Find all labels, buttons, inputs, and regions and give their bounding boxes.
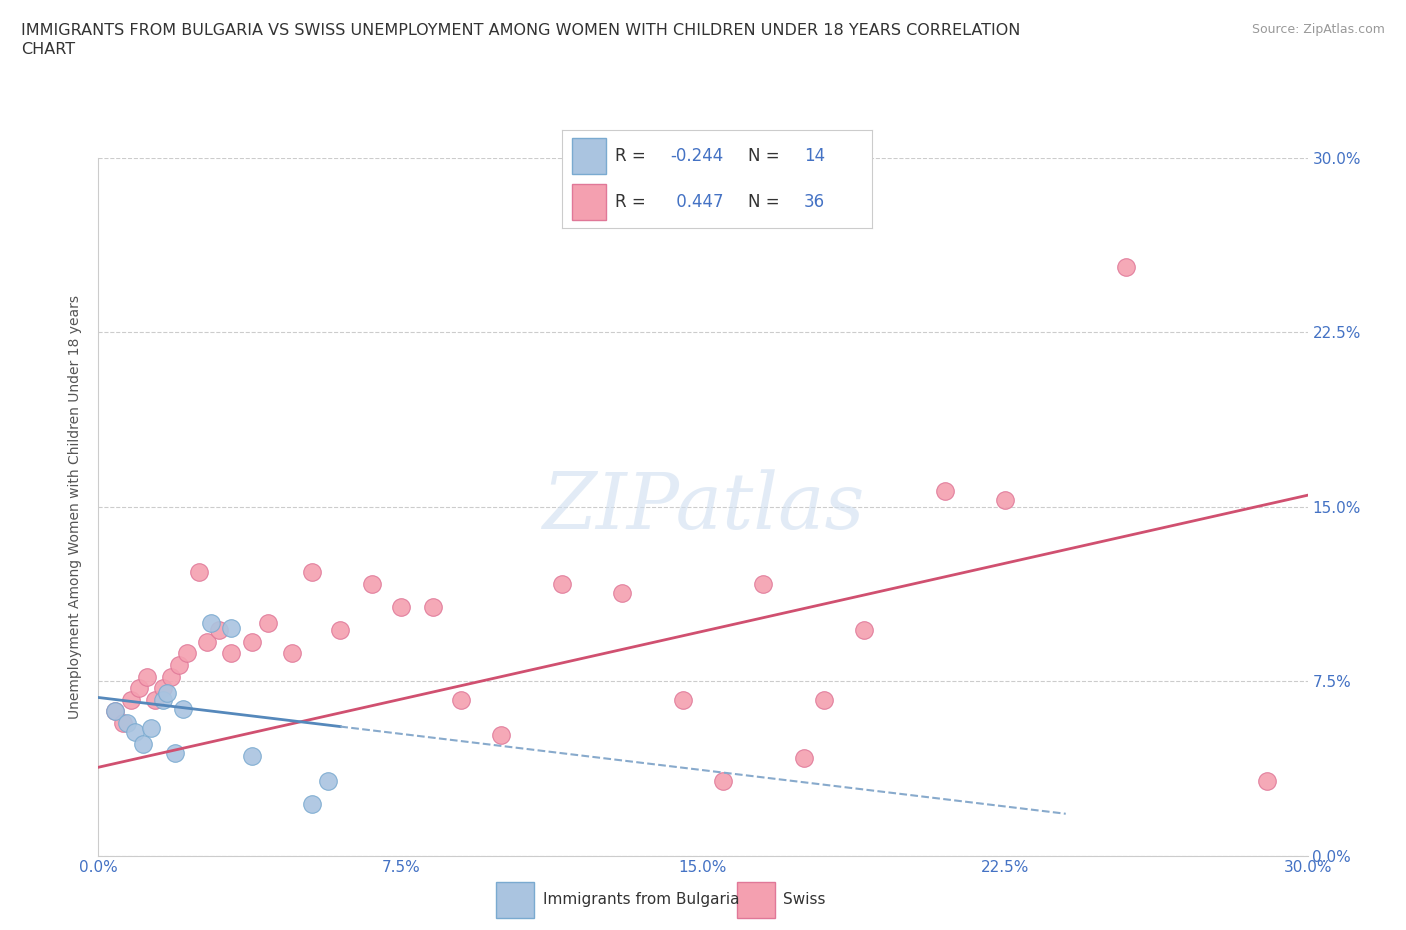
Text: -0.244: -0.244: [671, 147, 724, 166]
Bar: [496, 882, 534, 918]
Point: [329, 623, 352, 638]
Point: [156, 685, 179, 700]
Point: [752, 576, 775, 591]
Bar: [572, 184, 606, 220]
Point: [221, 646, 243, 661]
Point: [176, 646, 198, 661]
Point: [120, 692, 142, 708]
Point: [103, 704, 125, 719]
Point: [200, 616, 222, 631]
Point: [124, 725, 146, 740]
Point: [301, 797, 323, 812]
Y-axis label: Unemployment Among Women with Children Under 18 years: Unemployment Among Women with Children U…: [69, 295, 83, 719]
Text: Swiss: Swiss: [783, 892, 825, 908]
Point: [143, 692, 166, 708]
Point: [195, 634, 218, 649]
Point: [389, 600, 412, 615]
Point: [361, 576, 384, 591]
Point: [152, 681, 174, 696]
Point: [135, 670, 157, 684]
Point: [256, 616, 278, 631]
Point: [188, 565, 211, 579]
Text: IMMIGRANTS FROM BULGARIA VS SWISS UNEMPLOYMENT AMONG WOMEN WITH CHILDREN UNDER 1: IMMIGRANTS FROM BULGARIA VS SWISS UNEMPL…: [21, 23, 1021, 38]
Bar: [737, 882, 775, 918]
Point: [316, 774, 339, 789]
Point: [672, 692, 695, 708]
Point: [160, 670, 183, 684]
Point: [111, 716, 134, 731]
Point: [163, 746, 186, 761]
Point: [612, 586, 634, 601]
Point: [240, 748, 263, 763]
Point: [167, 658, 190, 672]
Point: [813, 692, 835, 708]
Point: [1256, 774, 1278, 789]
Text: 36: 36: [804, 193, 825, 211]
Point: [132, 737, 155, 751]
Point: [711, 774, 734, 789]
Point: [281, 646, 304, 661]
Text: N =: N =: [748, 193, 785, 211]
Point: [450, 692, 472, 708]
Point: [491, 727, 513, 742]
Point: [115, 716, 138, 731]
Text: R =: R =: [614, 147, 651, 166]
Point: [128, 681, 150, 696]
Text: CHART: CHART: [21, 42, 75, 57]
Point: [221, 620, 243, 635]
Text: Immigrants from Bulgaria: Immigrants from Bulgaria: [543, 892, 740, 908]
Text: 0.447: 0.447: [671, 193, 723, 211]
Point: [301, 565, 323, 579]
Point: [139, 720, 162, 735]
Bar: [572, 138, 606, 174]
Point: [551, 576, 574, 591]
Point: [1115, 259, 1137, 275]
Text: 14: 14: [804, 147, 825, 166]
Point: [240, 634, 263, 649]
Text: Source: ZipAtlas.com: Source: ZipAtlas.com: [1251, 23, 1385, 36]
Text: ZIPatlas: ZIPatlas: [541, 469, 865, 545]
Point: [793, 751, 815, 765]
Point: [422, 600, 444, 615]
Point: [208, 623, 231, 638]
Text: R =: R =: [614, 193, 651, 211]
Text: N =: N =: [748, 147, 785, 166]
Point: [103, 704, 125, 719]
Point: [853, 623, 876, 638]
Point: [172, 702, 194, 717]
Point: [152, 692, 174, 708]
Point: [934, 484, 956, 498]
Point: [994, 493, 1017, 508]
